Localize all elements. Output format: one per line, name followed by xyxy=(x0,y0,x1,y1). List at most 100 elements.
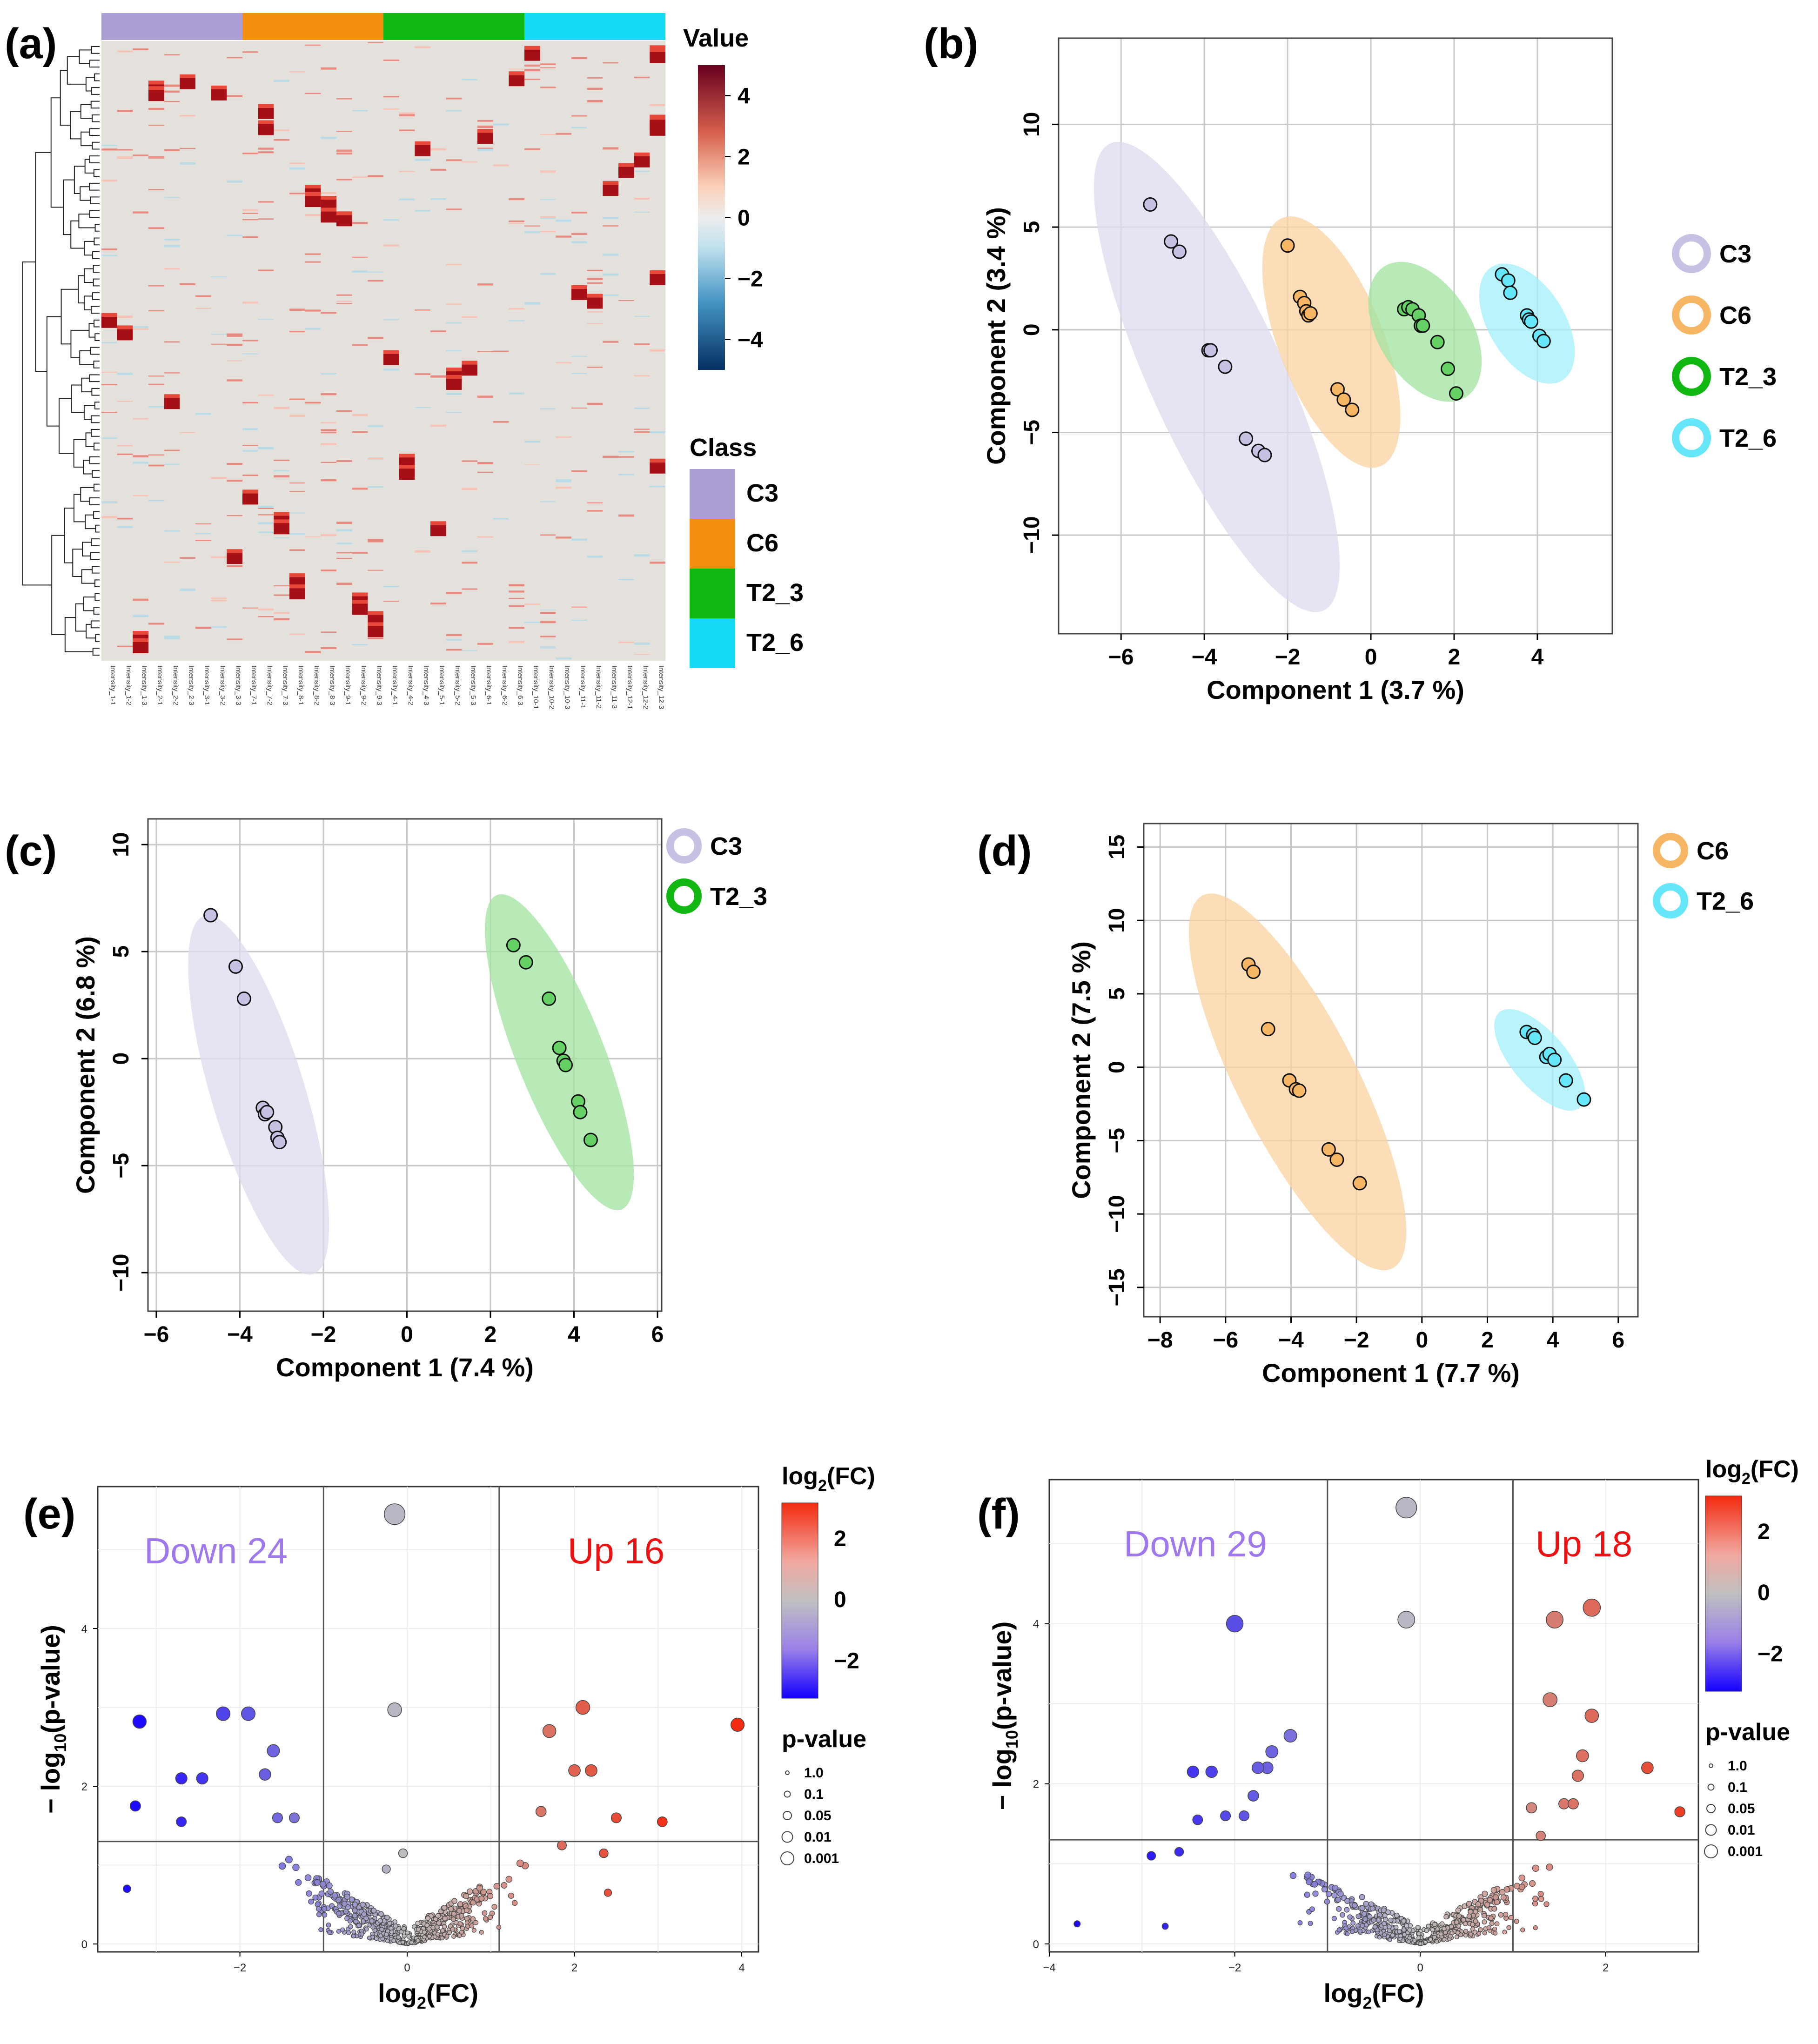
heatmap-stripe xyxy=(571,619,587,621)
heatmap-stripe xyxy=(305,44,321,46)
heatmap-stripe xyxy=(321,647,336,649)
heatmap-stripe xyxy=(180,557,195,559)
heatmap-stripe xyxy=(368,637,383,639)
fc-tick-label: −2 xyxy=(1758,1642,1783,1666)
volcano-point xyxy=(369,1918,375,1924)
x-tick-label: −2 xyxy=(311,1322,336,1347)
heatmap-stripe xyxy=(634,554,650,557)
volcano-point xyxy=(1538,1896,1544,1902)
sample-label: Intensity_3-2 xyxy=(219,665,227,705)
dendrogram-branch xyxy=(93,511,100,519)
volcano-point xyxy=(448,1906,454,1912)
panel-label-b: (b) xyxy=(924,20,978,67)
heatmap-hot-cells xyxy=(101,45,665,654)
heatmap-stripe xyxy=(587,278,603,280)
heatmap-stripe xyxy=(352,270,368,273)
dendrogram-branch xyxy=(81,131,93,147)
volcano-point xyxy=(1503,1886,1510,1893)
heatmap-hot-cell xyxy=(242,493,258,505)
sample-label: Intensity_11-1 xyxy=(579,665,587,709)
volcano-point xyxy=(1381,1907,1387,1913)
data-point-t2-3 xyxy=(506,938,521,952)
heatmap-stripe xyxy=(336,552,352,554)
volcano-point xyxy=(370,1924,376,1930)
heatmap-stripe xyxy=(274,129,289,131)
heatmap-stripe xyxy=(305,536,321,537)
heatmap-stripe xyxy=(634,211,650,213)
sample-label: Intensity_7-1 xyxy=(250,665,258,705)
sample-label: Intensity_8-3 xyxy=(329,665,336,705)
dendrogram-branch xyxy=(90,196,100,205)
x-axis-label-main: log xyxy=(378,1978,417,2008)
volcano-significant-point xyxy=(1395,1497,1417,1519)
heatmap-stripe xyxy=(101,342,117,343)
dendrogram-branch xyxy=(93,361,100,369)
dendrogram-branch xyxy=(85,77,95,92)
volcano-point xyxy=(340,1927,345,1932)
heatmap-stripe xyxy=(321,631,336,633)
data-point-c3 xyxy=(1257,448,1272,462)
dendrogram-branch xyxy=(92,648,100,656)
data-point-t2-6 xyxy=(1527,1031,1542,1045)
heatmap-stripe xyxy=(540,501,556,503)
heatmap-stripe xyxy=(321,443,336,445)
data-point-c3 xyxy=(203,908,218,923)
x-tick-label: −2 xyxy=(1275,645,1301,670)
data-point-c6 xyxy=(1336,392,1351,407)
heatmap-hot-cell-edge xyxy=(336,211,352,215)
x-tick-label: 2 xyxy=(1448,645,1461,670)
heatmap-stripe xyxy=(509,392,524,395)
volcano-point xyxy=(1439,1921,1445,1927)
heatmap-stripe xyxy=(117,445,133,447)
volcano-point xyxy=(1344,1907,1350,1913)
volcano-point xyxy=(1488,1915,1494,1921)
volcano-point xyxy=(1367,1914,1373,1920)
confidence-ellipse-c6 xyxy=(1188,893,1407,1271)
volcano-point xyxy=(508,1892,514,1899)
sample-label: Intensity_6-1 xyxy=(485,665,493,705)
heatmap-stripe xyxy=(524,148,540,150)
volcano-point xyxy=(1454,1919,1459,1925)
volcano-point xyxy=(447,1930,452,1935)
volcano-point xyxy=(1376,1917,1382,1923)
dendrogram-branch xyxy=(75,603,87,632)
volcano-point xyxy=(1477,1907,1483,1913)
volcano-significant-point xyxy=(241,1706,256,1721)
volcano-significant-point xyxy=(585,1764,597,1777)
volcano-point xyxy=(479,1930,484,1935)
y-tick-label: −5 xyxy=(109,1153,134,1179)
volcano-point xyxy=(511,1900,518,1906)
heatmap-stripe xyxy=(101,180,117,182)
volcano-point xyxy=(430,1925,436,1930)
heatmap-stripe xyxy=(133,154,148,156)
heatmap-stripe xyxy=(524,302,540,305)
heatmap-stripe xyxy=(117,156,133,159)
dendrogram-branch xyxy=(94,442,100,451)
heatmap-stripe xyxy=(164,530,180,532)
volcano-point xyxy=(415,1921,421,1926)
heatmap-stripe xyxy=(321,393,336,395)
heatmap-stripe xyxy=(289,71,305,73)
heatmap-stripe xyxy=(540,63,556,65)
volcano-point xyxy=(470,1916,476,1922)
volcano-point xyxy=(459,1930,464,1935)
heatmap-stripe xyxy=(274,537,289,538)
volcano-point xyxy=(318,1890,325,1897)
heatmap-stripe xyxy=(242,428,258,430)
volcano-point xyxy=(385,1938,390,1943)
heatmap-stripe xyxy=(477,147,493,148)
sample-label: Intensity_5-3 xyxy=(470,665,477,705)
volcano-point xyxy=(450,1927,456,1932)
heatmap-stripe xyxy=(164,90,180,93)
volcano-point xyxy=(1463,1933,1468,1938)
volcano-point xyxy=(476,1885,483,1891)
volcano-significant-point xyxy=(1147,1851,1156,1861)
legend-ring-c6 xyxy=(1653,833,1688,868)
dendrogram-branch xyxy=(89,210,100,218)
heatmap-stripe xyxy=(148,383,164,385)
plot-frame xyxy=(147,818,663,1312)
volcano-point xyxy=(1478,1927,1483,1932)
y-tick-label: 5 xyxy=(1105,988,1129,1000)
volcano-significant-point xyxy=(657,1816,668,1827)
